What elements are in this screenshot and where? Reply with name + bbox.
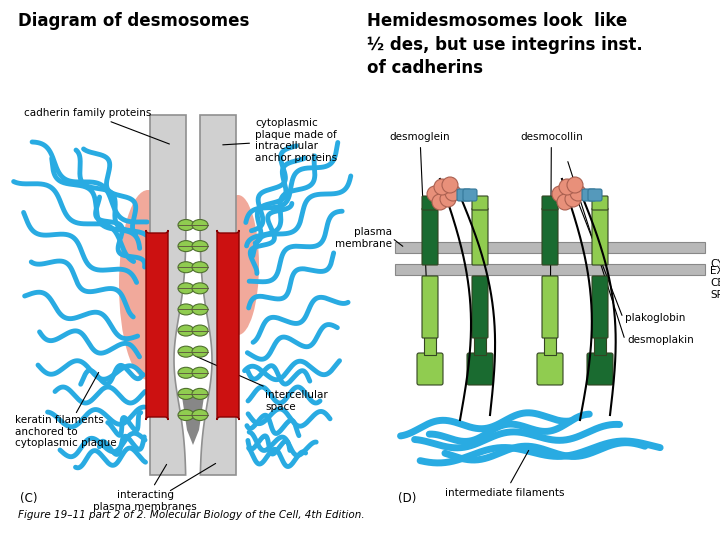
Ellipse shape bbox=[178, 346, 194, 357]
FancyBboxPatch shape bbox=[146, 230, 168, 420]
Text: (C): (C) bbox=[20, 492, 37, 505]
FancyBboxPatch shape bbox=[542, 196, 558, 210]
Bar bbox=[395, 242, 705, 253]
Polygon shape bbox=[150, 115, 186, 475]
Ellipse shape bbox=[192, 283, 208, 294]
Text: Figure 19–11 part 2 of 2. Molecular Biology of the Cell, 4th Edition.: Figure 19–11 part 2 of 2. Molecular Biol… bbox=[18, 510, 364, 520]
Polygon shape bbox=[200, 115, 236, 475]
Ellipse shape bbox=[178, 283, 194, 294]
Text: intermediate filaments: intermediate filaments bbox=[445, 450, 564, 498]
Text: plakoglobin: plakoglobin bbox=[625, 313, 685, 323]
Circle shape bbox=[570, 185, 586, 201]
FancyBboxPatch shape bbox=[463, 189, 477, 201]
Ellipse shape bbox=[192, 388, 208, 400]
FancyBboxPatch shape bbox=[217, 230, 239, 420]
Ellipse shape bbox=[178, 241, 194, 252]
Text: CYTOPLASM: CYTOPLASM bbox=[710, 259, 720, 269]
FancyBboxPatch shape bbox=[417, 353, 443, 385]
FancyBboxPatch shape bbox=[542, 208, 558, 265]
Circle shape bbox=[552, 186, 568, 202]
Text: plasma
membrane: plasma membrane bbox=[335, 227, 392, 249]
FancyBboxPatch shape bbox=[592, 276, 608, 338]
Bar bbox=[395, 264, 705, 275]
Ellipse shape bbox=[178, 388, 194, 400]
Bar bbox=[474, 337, 486, 355]
FancyBboxPatch shape bbox=[472, 208, 488, 265]
Ellipse shape bbox=[217, 195, 259, 335]
Circle shape bbox=[567, 177, 583, 193]
Text: desmoglein: desmoglein bbox=[390, 132, 450, 360]
Text: Diagram of desmosomes: Diagram of desmosomes bbox=[18, 12, 249, 30]
FancyBboxPatch shape bbox=[592, 208, 608, 265]
Ellipse shape bbox=[119, 190, 177, 380]
Text: interacting
plasma membranes: interacting plasma membranes bbox=[93, 464, 197, 511]
Circle shape bbox=[432, 194, 448, 210]
Ellipse shape bbox=[192, 304, 208, 315]
Ellipse shape bbox=[178, 262, 194, 273]
Circle shape bbox=[440, 191, 456, 207]
Ellipse shape bbox=[178, 409, 194, 421]
Text: cytoplasmic
plaque made of
intracellular
anchor proteins: cytoplasmic plaque made of intracellular… bbox=[222, 118, 337, 163]
Circle shape bbox=[445, 185, 461, 201]
FancyBboxPatch shape bbox=[587, 353, 613, 385]
Ellipse shape bbox=[178, 219, 194, 231]
Circle shape bbox=[442, 177, 458, 193]
Text: keratin filaments
anchored to
cytoplasmic plaque: keratin filaments anchored to cytoplasmi… bbox=[15, 415, 117, 448]
FancyBboxPatch shape bbox=[542, 276, 558, 338]
Bar bbox=[544, 337, 556, 355]
Circle shape bbox=[427, 186, 443, 202]
FancyBboxPatch shape bbox=[422, 196, 438, 210]
FancyBboxPatch shape bbox=[472, 276, 488, 338]
FancyBboxPatch shape bbox=[537, 353, 563, 385]
Bar bbox=[424, 337, 436, 355]
Circle shape bbox=[557, 194, 573, 210]
Ellipse shape bbox=[192, 367, 208, 379]
Ellipse shape bbox=[192, 346, 208, 357]
Ellipse shape bbox=[192, 409, 208, 421]
Circle shape bbox=[559, 179, 575, 195]
Text: desmoplakin: desmoplakin bbox=[627, 335, 694, 345]
Ellipse shape bbox=[178, 304, 194, 315]
Ellipse shape bbox=[178, 325, 194, 336]
Ellipse shape bbox=[192, 325, 208, 336]
FancyBboxPatch shape bbox=[592, 196, 608, 210]
FancyBboxPatch shape bbox=[472, 196, 488, 210]
Text: EXTRA-
CELLULAR
SPACE: EXTRA- CELLULAR SPACE bbox=[710, 266, 720, 300]
Text: Hemidesmosomes look  like
½ des, but use integrins inst.
of cadherins: Hemidesmosomes look like ½ des, but use … bbox=[367, 12, 643, 77]
Ellipse shape bbox=[178, 367, 194, 379]
FancyBboxPatch shape bbox=[457, 189, 471, 201]
FancyBboxPatch shape bbox=[422, 208, 438, 265]
Circle shape bbox=[565, 191, 581, 207]
Text: (D): (D) bbox=[398, 492, 416, 505]
Text: cadherin family proteins: cadherin family proteins bbox=[24, 108, 169, 144]
FancyBboxPatch shape bbox=[422, 276, 438, 338]
Ellipse shape bbox=[192, 241, 208, 252]
Bar bbox=[594, 337, 606, 355]
FancyBboxPatch shape bbox=[467, 353, 493, 385]
Ellipse shape bbox=[192, 219, 208, 231]
FancyBboxPatch shape bbox=[588, 189, 602, 201]
Ellipse shape bbox=[192, 262, 208, 273]
Text: desmocollin: desmocollin bbox=[520, 132, 582, 360]
FancyBboxPatch shape bbox=[582, 189, 596, 201]
Text: intercellular
space: intercellular space bbox=[196, 356, 328, 411]
Circle shape bbox=[434, 179, 450, 195]
Polygon shape bbox=[181, 390, 205, 445]
